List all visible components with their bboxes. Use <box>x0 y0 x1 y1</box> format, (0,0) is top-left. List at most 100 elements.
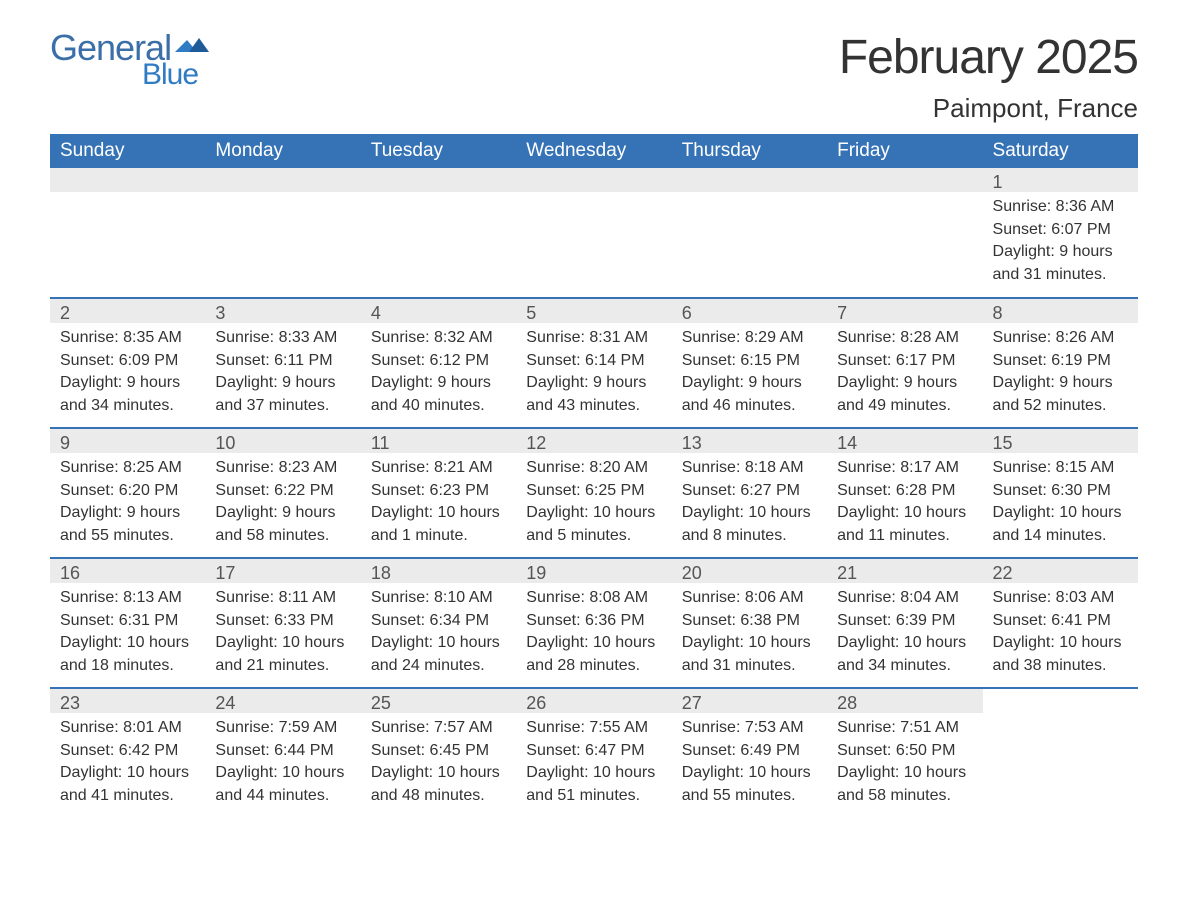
calendar-day-cell: 18Sunrise: 8:10 AMSunset: 6:34 PMDayligh… <box>361 558 516 688</box>
day-number-text: 7 <box>837 303 847 323</box>
daylight2-text: and 5 minutes. <box>526 525 661 547</box>
day-details: Sunrise: 7:51 AMSunset: 6:50 PMDaylight:… <box>827 713 982 815</box>
weekday-header-row: Sunday Monday Tuesday Wednesday Thursday… <box>50 134 1138 168</box>
sunset-text: Sunset: 6:50 PM <box>837 740 972 762</box>
day-number: 10 <box>205 429 360 453</box>
day-details: Sunrise: 8:28 AMSunset: 6:17 PMDaylight:… <box>827 323 982 425</box>
daylight2-text: and 24 minutes. <box>371 655 506 677</box>
sunset-text: Sunset: 6:36 PM <box>526 610 661 632</box>
day-number-text: 27 <box>682 693 702 713</box>
day-details: Sunrise: 8:11 AMSunset: 6:33 PMDaylight:… <box>205 583 360 685</box>
daylight1-text: Daylight: 10 hours <box>837 632 972 654</box>
daylight1-text: Daylight: 9 hours <box>371 372 506 394</box>
day-number-text: 18 <box>371 563 391 583</box>
sunset-text: Sunset: 6:44 PM <box>215 740 350 762</box>
daylight2-text: and 21 minutes. <box>215 655 350 677</box>
day-details: Sunrise: 8:33 AMSunset: 6:11 PMDaylight:… <box>205 323 360 425</box>
daylight1-text: Daylight: 10 hours <box>682 632 817 654</box>
sunset-text: Sunset: 6:14 PM <box>526 350 661 372</box>
month-title: February 2025 <box>839 30 1138 85</box>
daylight2-text: and 52 minutes. <box>993 395 1128 417</box>
daylight2-text: and 51 minutes. <box>526 785 661 807</box>
daylight1-text: Daylight: 10 hours <box>682 762 817 784</box>
daylight2-text: and 18 minutes. <box>60 655 195 677</box>
calendar-day-cell: 13Sunrise: 8:18 AMSunset: 6:27 PMDayligh… <box>672 428 827 558</box>
day-number-text: 26 <box>526 693 546 713</box>
daylight2-text: and 14 minutes. <box>993 525 1128 547</box>
day-number-text: 21 <box>837 563 857 583</box>
sunrise-text: Sunrise: 8:01 AM <box>60 717 195 739</box>
calendar-day-cell: 28Sunrise: 7:51 AMSunset: 6:50 PMDayligh… <box>827 688 982 818</box>
calendar-day-cell: 7Sunrise: 8:28 AMSunset: 6:17 PMDaylight… <box>827 298 982 428</box>
sunset-text: Sunset: 6:27 PM <box>682 480 817 502</box>
daylight2-text: and 41 minutes. <box>60 785 195 807</box>
weekday-header: Friday <box>827 134 982 168</box>
sunset-text: Sunset: 6:12 PM <box>371 350 506 372</box>
day-details: Sunrise: 8:32 AMSunset: 6:12 PMDaylight:… <box>361 323 516 425</box>
day-number-text: 5 <box>526 303 536 323</box>
sunrise-text: Sunrise: 7:59 AM <box>215 717 350 739</box>
day-number-text: 8 <box>993 303 1003 323</box>
calendar-day-cell: 3Sunrise: 8:33 AMSunset: 6:11 PMDaylight… <box>205 298 360 428</box>
daylight1-text: Daylight: 10 hours <box>215 632 350 654</box>
sunrise-text: Sunrise: 8:10 AM <box>371 587 506 609</box>
sunset-text: Sunset: 6:49 PM <box>682 740 817 762</box>
day-number: 28 <box>827 689 982 713</box>
day-details: Sunrise: 8:18 AMSunset: 6:27 PMDaylight:… <box>672 453 827 555</box>
day-number <box>983 689 1138 713</box>
day-number: 14 <box>827 429 982 453</box>
daylight2-text: and 44 minutes. <box>215 785 350 807</box>
day-details: Sunrise: 8:10 AMSunset: 6:34 PMDaylight:… <box>361 583 516 685</box>
day-number <box>516 168 671 192</box>
title-block: February 2025 Paimpont, France <box>839 30 1138 124</box>
calendar-day-cell: 2Sunrise: 8:35 AMSunset: 6:09 PMDaylight… <box>50 298 205 428</box>
calendar-day-cell: 4Sunrise: 8:32 AMSunset: 6:12 PMDaylight… <box>361 298 516 428</box>
calendar-day-cell: 20Sunrise: 8:06 AMSunset: 6:38 PMDayligh… <box>672 558 827 688</box>
day-number: 8 <box>983 299 1138 323</box>
calendar-body: 1Sunrise: 8:36 AMSunset: 6:07 PMDaylight… <box>50 168 1138 818</box>
day-number: 6 <box>672 299 827 323</box>
day-details: Sunrise: 8:36 AMSunset: 6:07 PMDaylight:… <box>983 192 1138 294</box>
daylight1-text: Daylight: 9 hours <box>993 372 1128 394</box>
day-number: 3 <box>205 299 360 323</box>
sunrise-text: Sunrise: 8:11 AM <box>215 587 350 609</box>
daylight1-text: Daylight: 10 hours <box>371 632 506 654</box>
calendar-week-row: 2Sunrise: 8:35 AMSunset: 6:09 PMDaylight… <box>50 298 1138 428</box>
daylight2-text: and 55 minutes. <box>60 525 195 547</box>
calendar-day-cell: 25Sunrise: 7:57 AMSunset: 6:45 PMDayligh… <box>361 688 516 818</box>
weekday-header: Tuesday <box>361 134 516 168</box>
daylight1-text: Daylight: 9 hours <box>993 241 1128 263</box>
sunset-text: Sunset: 6:19 PM <box>993 350 1128 372</box>
location-subtitle: Paimpont, France <box>839 93 1138 124</box>
day-details: Sunrise: 8:06 AMSunset: 6:38 PMDaylight:… <box>672 583 827 685</box>
day-number-text: 13 <box>682 433 702 453</box>
day-number: 1 <box>983 168 1138 192</box>
calendar-page: General Blue February 2025 Paimpont, Fra… <box>0 0 1188 848</box>
calendar-week-row: 23Sunrise: 8:01 AMSunset: 6:42 PMDayligh… <box>50 688 1138 818</box>
sunset-text: Sunset: 6:07 PM <box>993 219 1128 241</box>
daylight1-text: Daylight: 10 hours <box>526 502 661 524</box>
calendar-day-cell <box>516 168 671 298</box>
daylight1-text: Daylight: 10 hours <box>371 502 506 524</box>
daylight2-text: and 28 minutes. <box>526 655 661 677</box>
header-region: General Blue February 2025 Paimpont, Fra… <box>50 30 1138 124</box>
calendar-day-cell <box>50 168 205 298</box>
sunset-text: Sunset: 6:31 PM <box>60 610 195 632</box>
calendar-day-cell: 12Sunrise: 8:20 AMSunset: 6:25 PMDayligh… <box>516 428 671 558</box>
daylight2-text: and 31 minutes. <box>993 264 1128 286</box>
sunset-text: Sunset: 6:30 PM <box>993 480 1128 502</box>
day-number-text: 9 <box>60 433 70 453</box>
day-number <box>361 168 516 192</box>
day-details: Sunrise: 7:55 AMSunset: 6:47 PMDaylight:… <box>516 713 671 815</box>
day-number-text: 6 <box>682 303 692 323</box>
sunrise-text: Sunrise: 8:06 AM <box>682 587 817 609</box>
daylight2-text: and 43 minutes. <box>526 395 661 417</box>
calendar-day-cell <box>672 168 827 298</box>
daylight2-text: and 37 minutes. <box>215 395 350 417</box>
sunset-text: Sunset: 6:25 PM <box>526 480 661 502</box>
calendar-table: Sunday Monday Tuesday Wednesday Thursday… <box>50 134 1138 818</box>
weekday-header: Thursday <box>672 134 827 168</box>
sunrise-text: Sunrise: 7:55 AM <box>526 717 661 739</box>
daylight2-text: and 58 minutes. <box>837 785 972 807</box>
daylight1-text: Daylight: 9 hours <box>526 372 661 394</box>
